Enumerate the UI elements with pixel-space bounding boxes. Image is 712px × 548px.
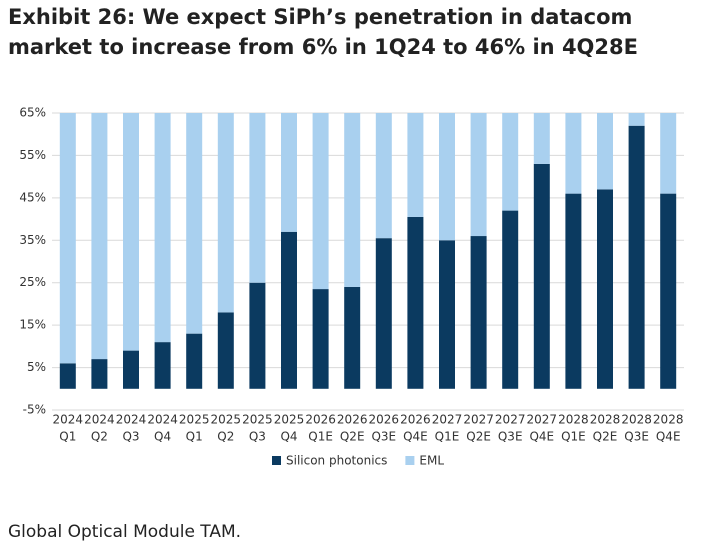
bar-segment bbox=[470, 236, 487, 389]
x-tick-label: Q4E bbox=[403, 430, 428, 444]
x-tick-label: 2025 bbox=[242, 413, 273, 427]
x-tick-label: Q2E bbox=[466, 430, 491, 444]
chart: -5% 5% 15% 25% 35% 45% 55% 65% 2024 Q1 2024 Q2 2024 Q… bbox=[19, 106, 684, 468]
bar-segment bbox=[502, 210, 519, 389]
bar-segment bbox=[59, 113, 76, 364]
x-tick-label: 2024 bbox=[84, 413, 115, 427]
bar-segment bbox=[123, 350, 139, 389]
x-tick-label: Q4E bbox=[656, 430, 681, 444]
bar-segment bbox=[439, 113, 455, 241]
x-tick-label: 2027 bbox=[432, 413, 463, 427]
x-tick-label: 2026 bbox=[305, 413, 336, 427]
bar-segment bbox=[565, 113, 582, 194]
bar-segment bbox=[660, 113, 677, 194]
x-tick-label: Q3E bbox=[624, 430, 649, 444]
bar-segment bbox=[312, 113, 329, 290]
legend-swatch bbox=[405, 456, 415, 465]
bar-segment bbox=[533, 163, 550, 389]
bar-segment bbox=[407, 216, 424, 389]
bar-segment bbox=[91, 359, 108, 389]
bar-segment bbox=[628, 125, 645, 389]
x-tick-label: 2027 bbox=[495, 413, 526, 427]
x-tick-label: 2027 bbox=[463, 413, 494, 427]
bar-segment bbox=[249, 113, 266, 283]
x-tick-label: Q1 bbox=[186, 430, 203, 444]
bar-segment bbox=[312, 289, 329, 389]
x-tick-label: 2028 bbox=[653, 413, 684, 427]
labels: -5% 5% 15% 25% 35% 45% 55% 65% 2024 Q1 2024 Q2 2024 Q… bbox=[19, 106, 683, 468]
x-tick-label: Q1 bbox=[59, 430, 76, 444]
bar-segment bbox=[597, 189, 613, 389]
bar-segment bbox=[91, 113, 108, 360]
y-tick-label: 35% bbox=[19, 233, 46, 247]
bar-segment bbox=[439, 240, 455, 389]
x-tick-label: 2028 bbox=[558, 413, 589, 427]
x-tick-label: Q3 bbox=[122, 430, 139, 444]
bar-segment bbox=[281, 231, 297, 389]
bar-segment bbox=[470, 113, 487, 237]
legend-label: EML bbox=[419, 454, 444, 468]
bar-segment bbox=[597, 113, 613, 190]
bar-segment bbox=[407, 113, 424, 217]
x-tick-label: Q2 bbox=[217, 430, 234, 444]
bar-segment bbox=[123, 113, 139, 351]
chart-title: Exhibit 26: We expect SiPh’s penetration… bbox=[8, 5, 638, 59]
x-tick-label: 2024 bbox=[147, 413, 178, 427]
x-tick-label: 2025 bbox=[179, 413, 210, 427]
bar-segment bbox=[249, 282, 266, 389]
x-tick-label: 2024 bbox=[116, 413, 147, 427]
bar-segment bbox=[375, 238, 392, 389]
bar-segment bbox=[59, 363, 76, 389]
bar-segment bbox=[186, 113, 203, 334]
x-tick-label: 2026 bbox=[369, 413, 400, 427]
x-tick-label: 2028 bbox=[590, 413, 621, 427]
bar-segment bbox=[154, 342, 171, 389]
y-tick-label: 15% bbox=[19, 318, 46, 332]
y-tick-label: 45% bbox=[19, 190, 46, 204]
bar-segment bbox=[533, 113, 550, 164]
x-tick-label: 2027 bbox=[527, 413, 558, 427]
bar-segment bbox=[344, 286, 361, 389]
x-tick-label: 2028 bbox=[621, 413, 652, 427]
x-tick-label: Q1E bbox=[308, 430, 333, 444]
bar-segment bbox=[281, 113, 297, 232]
bar-segment bbox=[154, 113, 171, 343]
y-tick-label: 5% bbox=[27, 360, 46, 374]
grid bbox=[52, 112, 684, 411]
footnote: Global Optical Module TAM. bbox=[8, 522, 242, 542]
bar-segment bbox=[217, 312, 234, 389]
y-tick-label: 65% bbox=[19, 106, 46, 120]
x-tick-label: Q4 bbox=[280, 430, 297, 444]
bar-segment bbox=[344, 113, 361, 287]
x-tick-label: Q1E bbox=[435, 430, 460, 444]
x-tick-label: Q4E bbox=[529, 430, 554, 444]
bars bbox=[59, 113, 677, 389]
x-tick-label: Q4 bbox=[154, 430, 171, 444]
bar-segment bbox=[375, 113, 392, 239]
x-tick-label: 2026 bbox=[337, 413, 368, 427]
x-tick-label: Q2E bbox=[593, 430, 618, 444]
legend-swatch bbox=[272, 456, 281, 465]
x-tick-label: Q2E bbox=[340, 430, 365, 444]
x-tick-label: 2024 bbox=[53, 413, 84, 427]
x-tick-label: Q1E bbox=[561, 430, 586, 444]
x-tick-label: Q3E bbox=[498, 430, 523, 444]
x-tick-label: 2025 bbox=[211, 413, 242, 427]
bar-segment bbox=[217, 113, 234, 313]
x-tick-label: 2025 bbox=[274, 413, 305, 427]
bar-segment bbox=[628, 113, 645, 126]
bar-segment bbox=[565, 193, 582, 389]
bar-segment bbox=[660, 193, 677, 389]
x-tick-label: Q2 bbox=[91, 430, 108, 444]
bar-segment bbox=[502, 113, 519, 211]
bar-segment bbox=[186, 333, 203, 389]
y-tick-label: 55% bbox=[19, 148, 46, 162]
legend-label: Silicon photonics bbox=[286, 454, 387, 468]
x-tick-label: Q3 bbox=[249, 430, 266, 444]
y-tick-label: 25% bbox=[19, 275, 46, 289]
x-tick-label: 2026 bbox=[400, 413, 431, 427]
y-tick-label: -5% bbox=[23, 403, 46, 417]
x-tick-label: Q3E bbox=[371, 430, 396, 444]
